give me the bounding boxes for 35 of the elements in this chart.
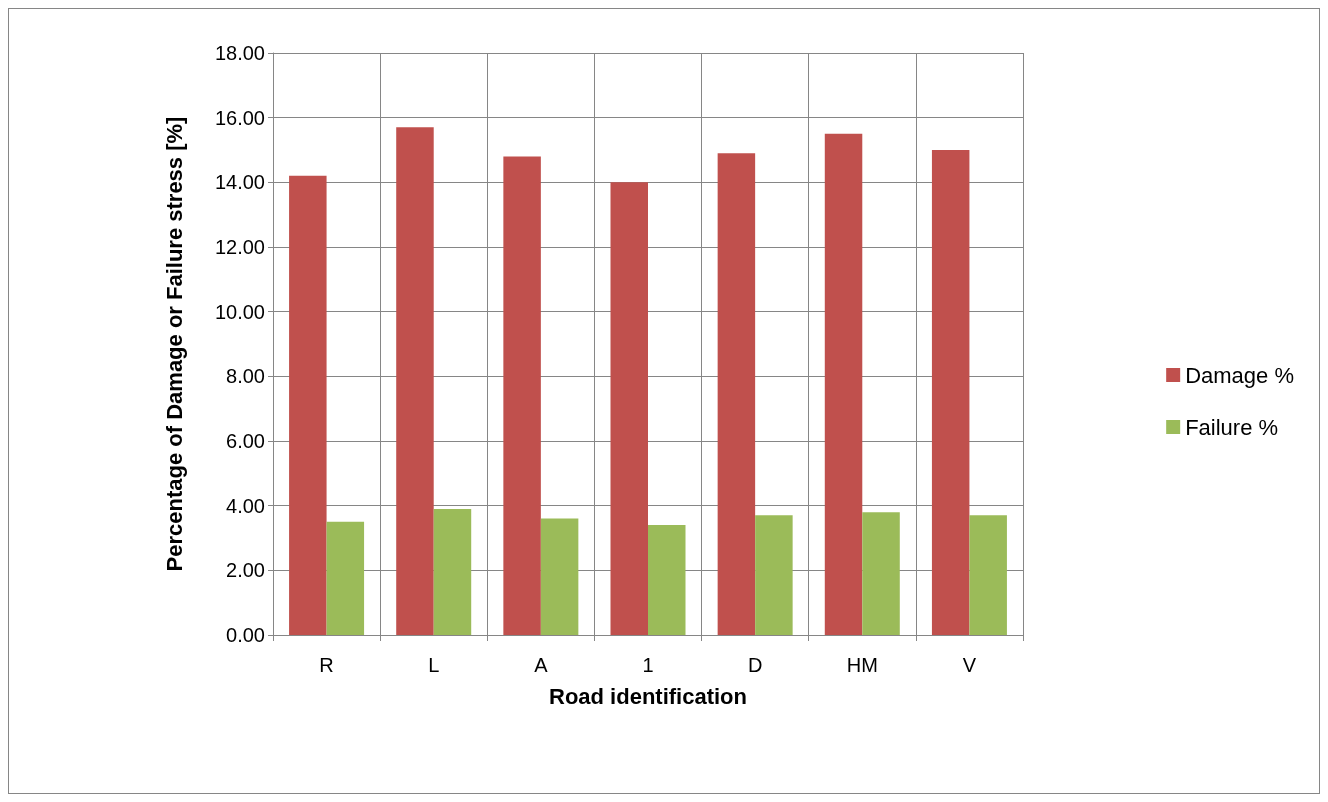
y-tick-label: 10.00	[214, 300, 265, 323]
y-axis-title: Percentage of Damage or Failure stress [%]	[161, 116, 187, 572]
y-tick-label: 12.00	[214, 236, 265, 258]
y-tick-label: 2.00	[226, 559, 265, 582]
y-tick-label: 0.00	[226, 624, 265, 646]
x-tick-label: D	[747, 654, 763, 676]
x-tick-label: R	[319, 654, 334, 676]
bar	[540, 518, 579, 635]
x-tick-label: A	[534, 654, 549, 676]
bar	[931, 150, 970, 635]
y-tick-label: 18.00	[214, 42, 265, 64]
y-tick-label: 8.00	[226, 365, 265, 388]
y-tick-label: 14.00	[214, 171, 265, 194]
bar	[717, 153, 756, 635]
bar	[433, 508, 472, 635]
bar	[326, 521, 365, 635]
bar	[969, 515, 1007, 635]
x-tick-label: V	[962, 654, 977, 676]
y-tick-label: 4.00	[226, 494, 265, 517]
legend-label: Damage %	[1185, 362, 1295, 388]
bar	[648, 525, 686, 635]
x-tick-label: L	[428, 654, 440, 676]
bar	[755, 515, 793, 635]
bar	[862, 512, 900, 635]
bar	[396, 127, 434, 635]
bar	[824, 133, 863, 635]
x-axis-title: Road identification	[549, 683, 747, 709]
bar	[503, 156, 541, 635]
x-tick-label: 1	[642, 654, 654, 676]
y-tick-label: 6.00	[226, 430, 265, 452]
legend-label: Failure %	[1185, 414, 1279, 440]
x-tick-label: HM	[846, 654, 878, 676]
bar	[610, 182, 648, 635]
bar	[289, 175, 327, 635]
y-tick-label: 16.00	[214, 106, 265, 129]
